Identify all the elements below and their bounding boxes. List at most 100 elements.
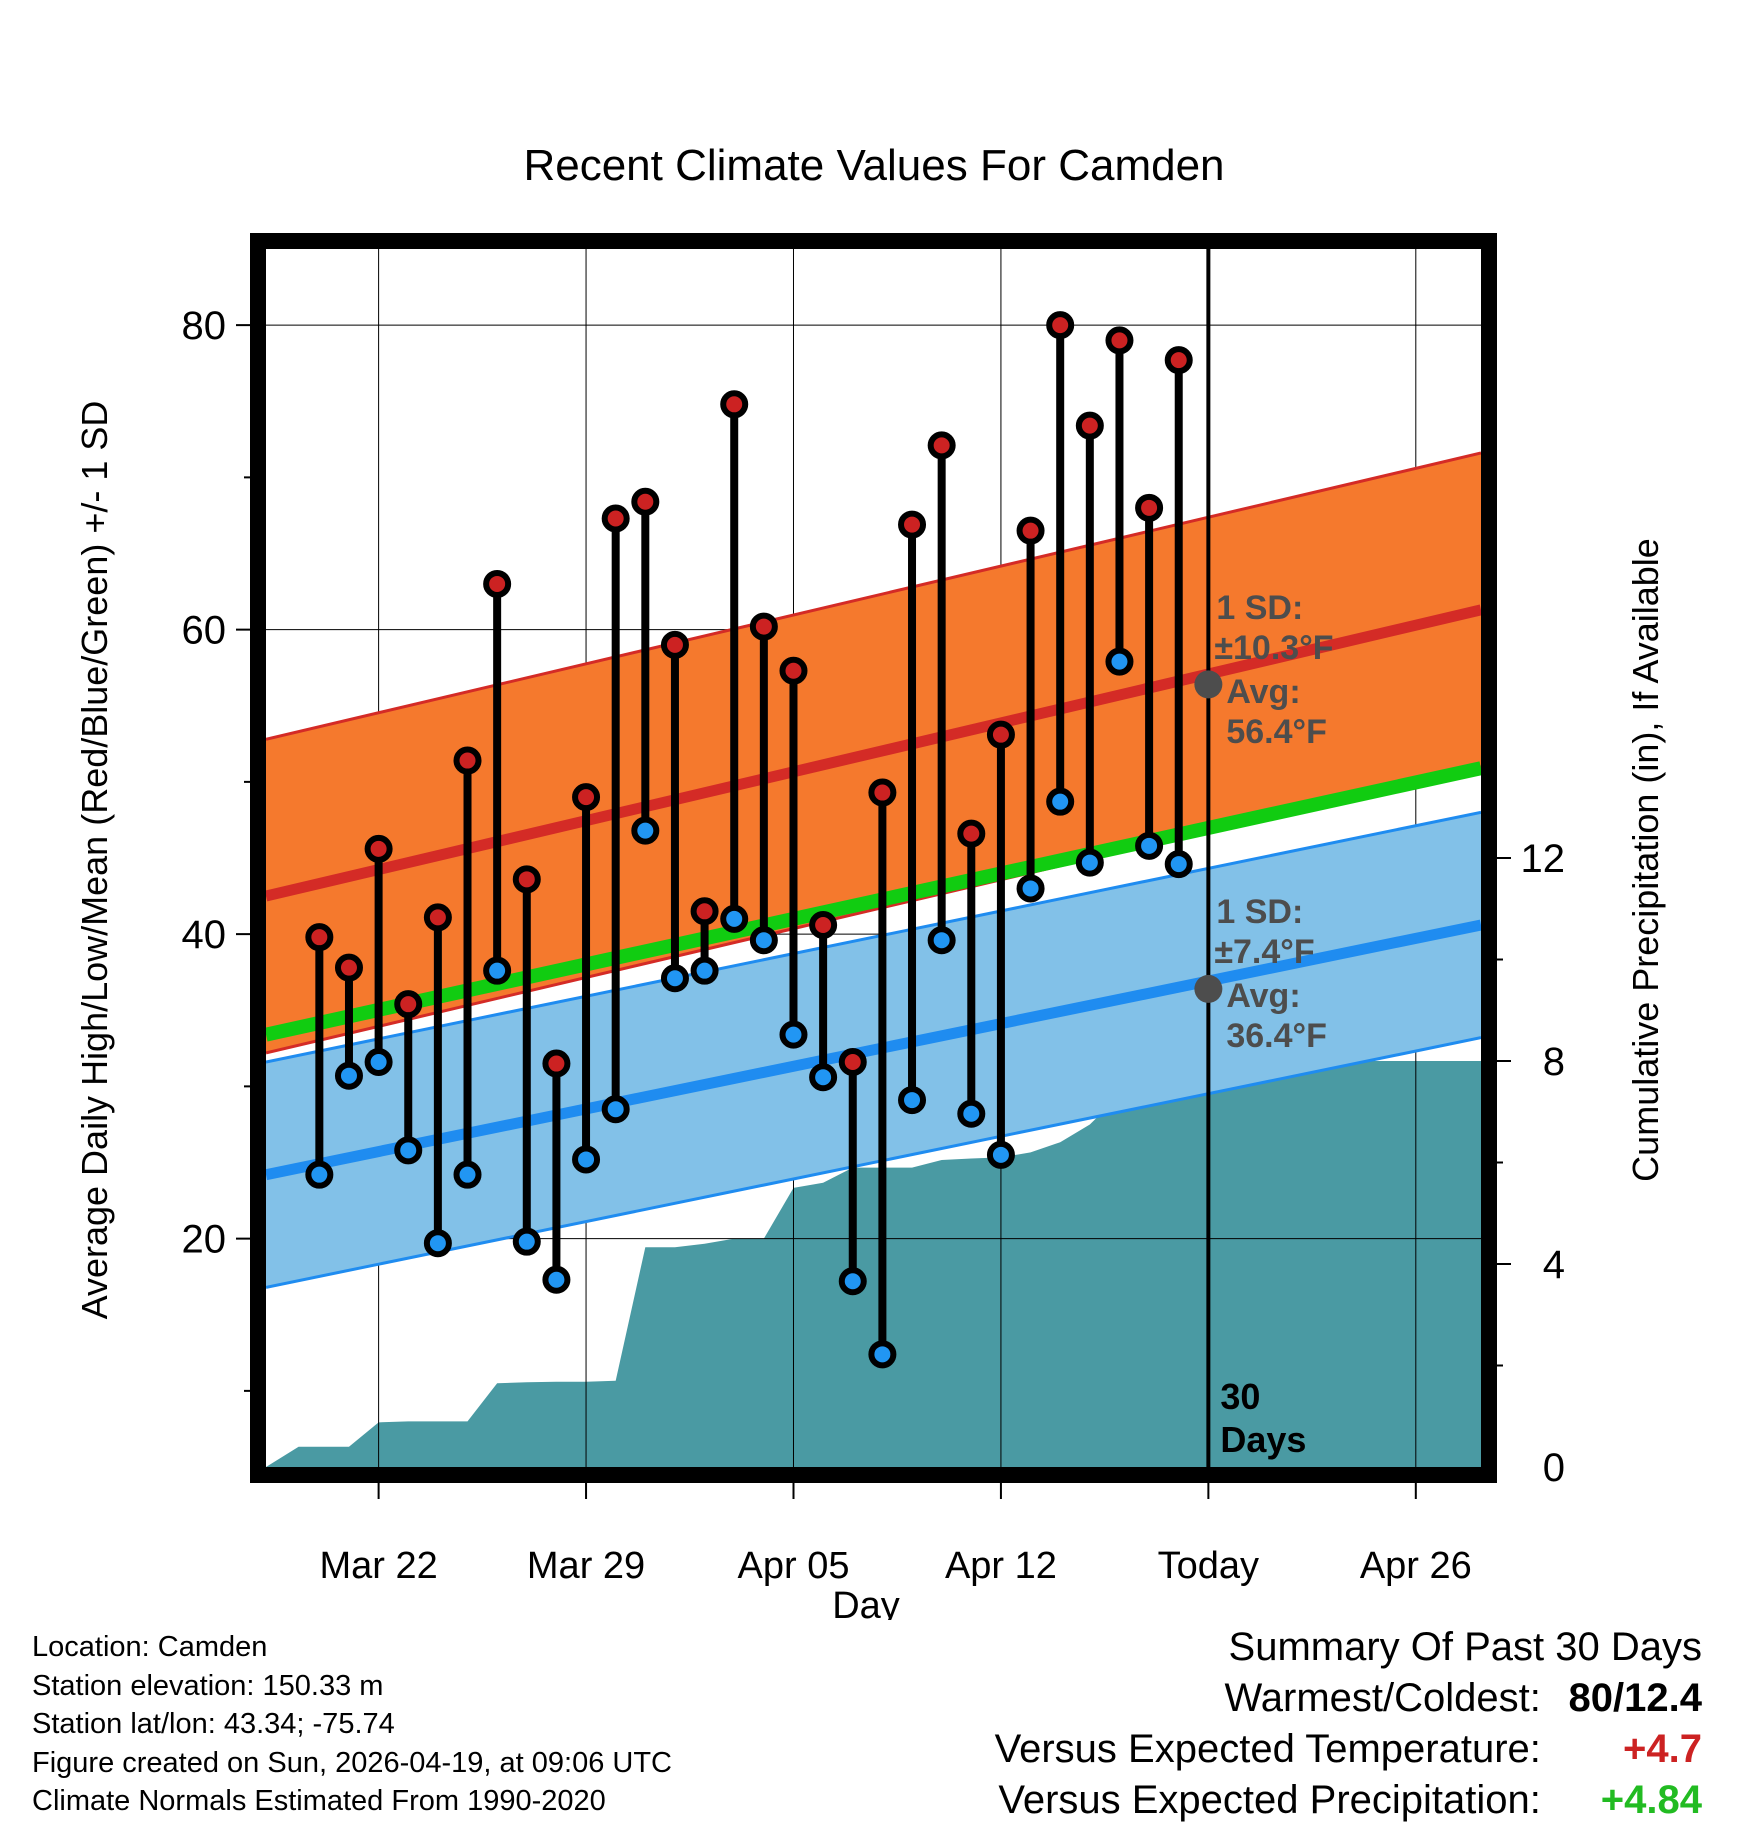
low-point <box>1046 787 1075 816</box>
station-info: Location: Camden Station elevation: 150.… <box>32 1628 672 1821</box>
today-high-avg-dot <box>1194 670 1223 699</box>
y-axis-left-label: Average Daily High/Low/Mean (Red/Blue/Gr… <box>74 401 115 1320</box>
x-tick-label: Apr 05 <box>738 1545 850 1587</box>
location-text: Location: Camden <box>32 1631 268 1663</box>
summary-title: Summary Of Past 30 Days <box>1228 1625 1702 1669</box>
x-tick-label: Apr 12 <box>945 1545 1057 1587</box>
y-left-tick-label: 40 <box>182 913 227 957</box>
low-annotation-line: 1 SD: <box>1216 893 1303 931</box>
days-label-number: 30 <box>1220 1376 1260 1417</box>
y-right-tick-label: 4 <box>1543 1243 1565 1287</box>
high-point <box>364 834 393 863</box>
axes: 20 40 60 80 0 4 8 12 Mar 22 Mar 29 Apr 05 Apr 12 Tod… <box>182 304 1566 1587</box>
y-right-tick-label: 0 <box>1543 1446 1565 1490</box>
low-annotation-line: 36.4°F <box>1226 1017 1327 1055</box>
low-point <box>690 956 719 985</box>
low-point <box>838 1267 867 1296</box>
low-point <box>927 926 956 955</box>
y-left-tick-label: 60 <box>182 609 227 653</box>
low-point <box>572 1145 601 1174</box>
high-point <box>542 1049 571 1078</box>
low-point <box>631 816 660 845</box>
high-point <box>423 903 452 932</box>
high-point <box>809 910 838 939</box>
high-annotation-line: Avg: <box>1226 673 1300 711</box>
low-point <box>364 1048 393 1077</box>
summary-panel: Summary Of Past 30 Days Warmest/Coldest:… <box>995 1622 1702 1826</box>
high-annotation-line: 1 SD: <box>1216 589 1303 627</box>
low-point <box>898 1086 927 1115</box>
precip-area <box>266 1061 1481 1467</box>
high-point <box>986 720 1015 749</box>
today-low-avg-dot <box>1194 974 1223 1003</box>
x-tick-label: Apr 26 <box>1360 1545 1472 1587</box>
low-point <box>660 964 689 993</box>
high-point <box>1105 326 1134 355</box>
high-point <box>453 746 482 775</box>
temp-label: Versus Expected Temperature: <box>994 1727 1541 1771</box>
high-point <box>720 390 749 419</box>
y-axis-right-label: Cumulative Precipitation (in), If Availa… <box>1625 538 1666 1182</box>
high-annotation-line: 56.4°F <box>1226 713 1327 751</box>
low-point <box>1164 850 1193 879</box>
low-point <box>483 956 512 985</box>
low-point <box>542 1265 571 1294</box>
low-point <box>601 1095 630 1124</box>
temp-value: +4.7 <box>1623 1727 1702 1771</box>
high-point <box>601 504 630 533</box>
y-right-tick-label: 8 <box>1543 1040 1565 1084</box>
high-point <box>1075 411 1104 440</box>
low-point <box>779 1020 808 1049</box>
created-text: Figure created on Sun, 2026-04-19, at 09… <box>32 1746 672 1779</box>
high-point <box>749 612 778 641</box>
low-point <box>749 926 778 955</box>
warm-cold-value: 80/12.4 <box>1568 1676 1702 1720</box>
low-band-lower-edge <box>266 1036 1481 1289</box>
elevation-text: Station elevation: 150.33 m <box>32 1669 384 1702</box>
high-point <box>660 630 689 659</box>
low-annotation-line: Avg: <box>1226 977 1300 1015</box>
y-left-tick-label: 20 <box>182 1218 227 1262</box>
plot-frame <box>250 233 1497 1483</box>
low-point <box>305 1160 334 1189</box>
x-tick-label: Mar 29 <box>527 1545 645 1587</box>
high-point <box>483 569 512 598</box>
high-point <box>305 923 334 952</box>
low-annotation-line: ±7.4°F <box>1214 933 1314 971</box>
chart-title: Recent Climate Values For Camden <box>523 141 1224 190</box>
low-point <box>1075 848 1104 877</box>
high-point <box>927 431 956 460</box>
low-point <box>1105 647 1134 676</box>
high-point <box>1046 311 1075 340</box>
temp-row: Versus Expected Temperature: +4.7 <box>995 1724 1702 1775</box>
low-point <box>720 904 749 933</box>
precip-row: Versus Expected Precipitation: +4.84 <box>995 1775 1702 1826</box>
normals-text: Climate Normals Estimated From 1990-2020 <box>32 1785 606 1817</box>
high-point <box>334 953 363 982</box>
low-point <box>809 1063 838 1092</box>
low-point <box>986 1140 1015 1169</box>
warm-cold-row: Warmest/Coldest: 80/12.4 <box>995 1673 1703 1724</box>
low-point <box>957 1099 986 1128</box>
low-point <box>512 1227 541 1256</box>
low-point <box>423 1229 452 1258</box>
precip-value: +4.84 <box>1600 1778 1702 1822</box>
warm-cold-label: Warmest/Coldest: <box>1224 1676 1541 1720</box>
high-point <box>1164 346 1193 375</box>
precip-label: Versus Expected Precipitation: <box>998 1778 1541 1822</box>
low-point <box>1016 874 1045 903</box>
high-point <box>572 783 601 812</box>
days-label-text: Days <box>1220 1419 1306 1460</box>
high-point <box>512 865 541 894</box>
high-point <box>1016 516 1045 545</box>
climate-chart: Recent Climate Values For Camden 1 SD:±1… <box>74 141 1666 1620</box>
high-point <box>1135 493 1164 522</box>
high-point <box>779 656 808 685</box>
high-point <box>631 487 660 516</box>
low-point <box>394 1136 423 1165</box>
high-point <box>868 778 897 807</box>
high-band-upper-edge <box>266 451 1481 741</box>
low-point <box>453 1160 482 1189</box>
low-point <box>1135 831 1164 860</box>
